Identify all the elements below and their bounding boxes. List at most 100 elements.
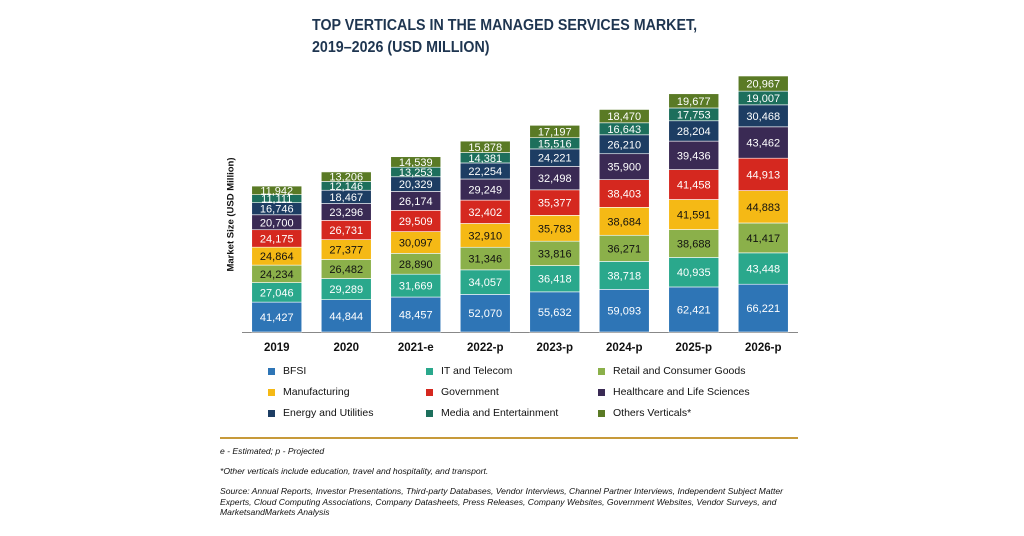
data-label: 44,844 (329, 311, 363, 323)
data-label: 32,498 (538, 173, 572, 185)
bar-segment (529, 125, 581, 139)
data-label: 41,458 (677, 180, 711, 192)
data-label: 15,878 (468, 142, 502, 154)
data-label: 27,377 (329, 245, 363, 257)
bar-stack-2019: 41,427 27,046 24,234 24,864 24,175 20,70016,7… (251, 185, 303, 333)
bar-segment (737, 126, 789, 159)
bar-segment (668, 286, 720, 333)
x-tick-label: 2020 (333, 342, 359, 354)
data-label: 14,381 (468, 153, 502, 165)
legend-item: Retail and Consumer Goods (598, 365, 746, 377)
bar-segment (668, 140, 720, 170)
data-label: 32,910 (468, 230, 502, 242)
legend-label: Retail and Consumer Goods (613, 365, 746, 377)
data-label: 29,509 (399, 216, 433, 228)
bar-segment (598, 109, 650, 124)
data-label: 38,403 (607, 188, 641, 200)
x-tick-label: 2026-p (745, 342, 781, 354)
bar-segment (668, 229, 720, 258)
data-label: 13,253 (399, 167, 433, 179)
x-tick-label: 2024-p (606, 342, 642, 354)
legend-item: Government (426, 386, 499, 398)
legend-label: BFSI (283, 365, 307, 377)
chart-title-line2: 2019–2026 (USD MILLION) (312, 39, 490, 56)
data-label: 24,175 (260, 233, 294, 245)
x-tick-label: 2019 (264, 342, 290, 354)
legend-item: Energy and Utilities (268, 407, 373, 419)
data-label: 34,057 (468, 277, 502, 289)
bar-segment (668, 169, 720, 200)
data-label: 52,070 (468, 308, 502, 320)
bar-segment (598, 289, 650, 333)
bar-segment (529, 189, 581, 216)
data-label: 22,254 (468, 166, 502, 178)
data-label: 23,296 (329, 207, 363, 219)
source-note: Source: Annual Reports, Investor Present… (220, 486, 784, 517)
legend-swatch (598, 388, 605, 396)
data-label: 41,427 (260, 312, 294, 324)
bar-segment (598, 261, 650, 290)
bar-segment (390, 296, 442, 333)
data-label: 15,516 (538, 138, 572, 150)
x-tick-label: 2022-p (467, 342, 503, 354)
footnote-estimated: e - Estimated; p - Projected (220, 446, 325, 456)
legend-label: Others Verticals* (613, 407, 692, 419)
data-label: 38,718 (607, 270, 641, 282)
data-label: 32,402 (468, 207, 502, 219)
data-label: 24,221 (538, 153, 572, 165)
bar-segment (320, 171, 372, 182)
bar-segment (668, 257, 720, 288)
data-label: 31,669 (399, 281, 433, 293)
data-label: 17,197 (538, 127, 572, 139)
bar-segment (390, 156, 442, 168)
data-label: 33,816 (538, 248, 572, 260)
data-label: 30,468 (746, 111, 780, 123)
data-label: 19,677 (677, 96, 711, 108)
bar-segment (251, 185, 303, 195)
data-label: 20,700 (260, 217, 294, 229)
data-label: 19,007 (746, 93, 780, 105)
legend-label: Government (441, 386, 499, 398)
legend-item: IT and Telecom (426, 365, 512, 377)
data-label: 43,462 (746, 138, 780, 150)
legend-swatch (598, 367, 605, 375)
legend-swatch (268, 367, 275, 375)
chart-title: TOP VERTICALS IN THE MANAGED SERVICES MA… (312, 15, 697, 59)
data-label: 26,731 (329, 225, 363, 237)
legend-item: Others Verticals* (598, 407, 691, 419)
bar-segment (668, 93, 720, 109)
data-label: 27,046 (260, 287, 294, 299)
legend-label: Energy and Utilities (283, 407, 374, 419)
data-label: 38,688 (677, 238, 711, 250)
legend-label: Manufacturing (283, 386, 350, 398)
data-label: 35,377 (538, 198, 572, 210)
data-label: 62,421 (677, 304, 711, 316)
data-label: 36,418 (538, 274, 572, 286)
legend-swatch (426, 388, 433, 396)
bar-segment (737, 252, 789, 285)
data-label: 17,753 (677, 109, 711, 121)
data-label: 20,967 (746, 79, 780, 91)
legend-item: Manufacturing (268, 386, 350, 398)
data-label: 44,913 (746, 169, 780, 181)
bar-stack-2020: 44,844 29,289 26,482 27,377 26,731 23,296 18,4… (320, 171, 372, 333)
bar-segment (737, 75, 789, 92)
bar-stack-2025-p: 62,421 40,935 38,688 41,591 41,458 39,436 28,2… (668, 93, 720, 333)
bar-stack-2021-e: 48,457 31,669 28,890 30,097 29,509 26,174 20,3… (390, 156, 442, 333)
bar-segment (598, 207, 650, 236)
legend-label: Media and Entertainment (441, 407, 559, 419)
data-label: 16,746 (260, 204, 294, 216)
bar-segment (529, 240, 581, 266)
bar-segment (668, 199, 720, 230)
x-tick-label: 2023-p (537, 342, 573, 354)
legend-swatch (268, 388, 275, 396)
data-label: 31,346 (468, 254, 502, 266)
bar-segment (737, 283, 789, 333)
data-label: 11,942 (260, 185, 293, 197)
bar-segment (737, 222, 789, 254)
legend-item: Healthcare and Life Sciences (598, 386, 750, 398)
data-label: 55,632 (538, 307, 572, 319)
data-label: 11,111 (261, 194, 292, 206)
bar-stack-2026-p: 66,221 43,448 41,417 44,883 44,913 43,462 30,4… (737, 75, 789, 333)
x-tick-label: 2021-e (398, 342, 434, 354)
